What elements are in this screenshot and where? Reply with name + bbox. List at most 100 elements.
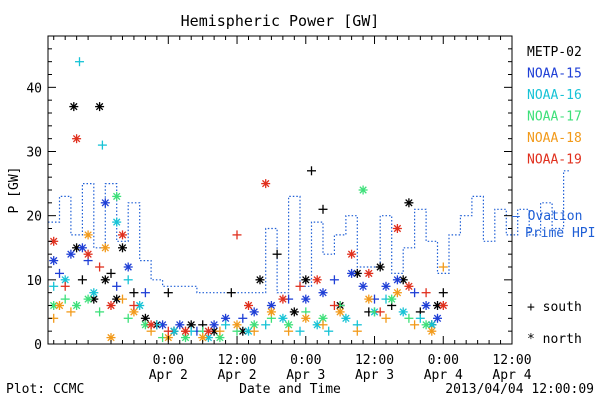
x-tick-date-label: Apr 3 (355, 368, 394, 383)
data-point-noaa-19-north (438, 301, 448, 310)
data-point-noaa-15-south (410, 288, 420, 298)
legend-marker-south: + south (527, 300, 582, 315)
data-point-noaa-18-south (352, 326, 362, 336)
data-point-noaa-17-south (60, 294, 70, 304)
data-point-noaa-15-north (77, 243, 87, 253)
data-point-noaa-17-north (181, 333, 190, 343)
data-point-noaa-16-north (341, 313, 351, 323)
x-axis-label: Date and Time (239, 382, 341, 397)
data-point-noaa-19-south (163, 326, 173, 336)
ovation-hpi-line (48, 170, 570, 294)
data-point-noaa-19-north (347, 249, 357, 259)
data-point-metp-02-south (318, 204, 328, 214)
data-point-noaa-18-north (55, 301, 64, 310)
data-point-noaa-19-north (181, 326, 190, 336)
data-point-noaa-17-north (83, 294, 93, 304)
data-point-noaa-17-south (123, 313, 133, 323)
x-tick-time-label: 0:00 (428, 353, 459, 368)
data-point-metp-02-north (140, 313, 150, 323)
data-point-noaa-19-north (312, 275, 322, 285)
data-point-noaa-17-north (421, 320, 431, 330)
data-point-noaa-15-north (358, 281, 368, 291)
data-point-noaa-19-south (295, 281, 305, 291)
legend-marker-north: * north (527, 332, 582, 347)
data-point-noaa-19-north (364, 268, 374, 278)
legend-item: NOAA-15 (527, 67, 582, 82)
data-point-noaa-16-south (97, 140, 107, 150)
data-point-metp-02-north (404, 198, 414, 208)
legend: METP-02 NOAA-15 NOAA-16 NOAA-17 NOAA-18 NOAA-… (512, 45, 595, 347)
data-point-noaa-16-south (123, 275, 133, 285)
data-point-noaa-15-north (123, 262, 133, 272)
data-point-noaa-15-south (112, 281, 122, 291)
data-point-noaa-19-north (72, 134, 82, 144)
x-tick-date-label: Apr 2 (217, 368, 256, 383)
data-point-noaa-19-north (118, 230, 127, 240)
data-point-metp-02-north (375, 262, 385, 272)
data-point-noaa-18-north (232, 320, 242, 330)
data-point-noaa-15-south (238, 313, 248, 323)
plot-timestamp: 2013/04/04 12:00:09 (445, 382, 594, 397)
data-point-noaa-19-north (83, 249, 93, 259)
data-point-noaa-16-south (324, 326, 334, 336)
x-tick-time-label: 0:00 (290, 353, 321, 368)
data-point-noaa-17-north (112, 191, 122, 201)
data-point-noaa-16-south (75, 57, 84, 67)
legend-item: METP-02 (527, 45, 582, 60)
x-tick-date-label: Apr 4 (424, 368, 463, 383)
legend-item: NOAA-18 (527, 131, 582, 146)
points-layer (49, 57, 448, 343)
data-point-noaa-19-north (146, 320, 156, 330)
data-point-noaa-15-north (318, 288, 328, 298)
data-point-noaa-15-north (392, 275, 402, 285)
data-point-noaa-18-south (249, 326, 259, 336)
data-point-noaa-18-north (100, 243, 110, 253)
data-point-noaa-16-north (89, 288, 99, 298)
data-point-metp-02-north (289, 307, 299, 317)
data-point-noaa-17-north (387, 294, 397, 304)
x-tick-date-label: Apr 4 (492, 368, 531, 383)
legend-ovation-label-2: Prime HPI (525, 226, 595, 241)
data-point-noaa-18-north (83, 230, 93, 240)
data-point-noaa-15-north (433, 313, 442, 323)
data-point-metp-02-south (163, 288, 173, 298)
data-point-noaa-19-north (392, 224, 402, 233)
data-point-noaa-19-south (375, 307, 385, 317)
y-tick-label: 30 (26, 146, 42, 161)
data-point-noaa-16-north (112, 217, 122, 227)
legend-item: NOAA-17 (527, 110, 582, 125)
data-point-noaa-15-north (421, 301, 431, 310)
ovation-layer (48, 170, 570, 294)
data-point-noaa-15-north (66, 249, 76, 259)
data-point-noaa-18-north (364, 294, 374, 304)
data-point-metp-02-north (95, 102, 105, 112)
data-point-metp-02-south (226, 288, 236, 298)
y-tick-label: 20 (26, 210, 42, 225)
data-point-noaa-19-north (244, 301, 253, 310)
data-point-noaa-16-south (261, 320, 271, 330)
data-point-noaa-15-north (249, 307, 259, 317)
data-point-noaa-17-north (72, 301, 82, 310)
data-point-noaa-16-south (415, 313, 425, 323)
legend-item: NOAA-19 (527, 153, 582, 168)
x-tick-time-label: 12:00 (217, 353, 256, 368)
data-point-noaa-19-south (232, 230, 242, 240)
y-tick-label: 10 (26, 274, 42, 289)
data-point-noaa-18-north (427, 326, 437, 336)
x-tick-time-label: 12:00 (355, 353, 394, 368)
x-tick-time-label: 0:00 (153, 353, 184, 368)
data-point-noaa-19-south (95, 262, 105, 272)
data-point-noaa-18-south (118, 294, 127, 304)
y-tick-label: 40 (26, 81, 42, 96)
data-point-noaa-17-south (95, 307, 105, 317)
data-point-noaa-15-south (329, 275, 339, 285)
data-point-metp-02-south (77, 275, 87, 285)
data-point-metp-02-north (100, 275, 110, 285)
data-point-metp-02-south (438, 288, 448, 298)
data-point-metp-02-south (106, 268, 116, 278)
data-point-noaa-18-south (381, 313, 391, 323)
data-point-noaa-15-north (301, 294, 311, 304)
